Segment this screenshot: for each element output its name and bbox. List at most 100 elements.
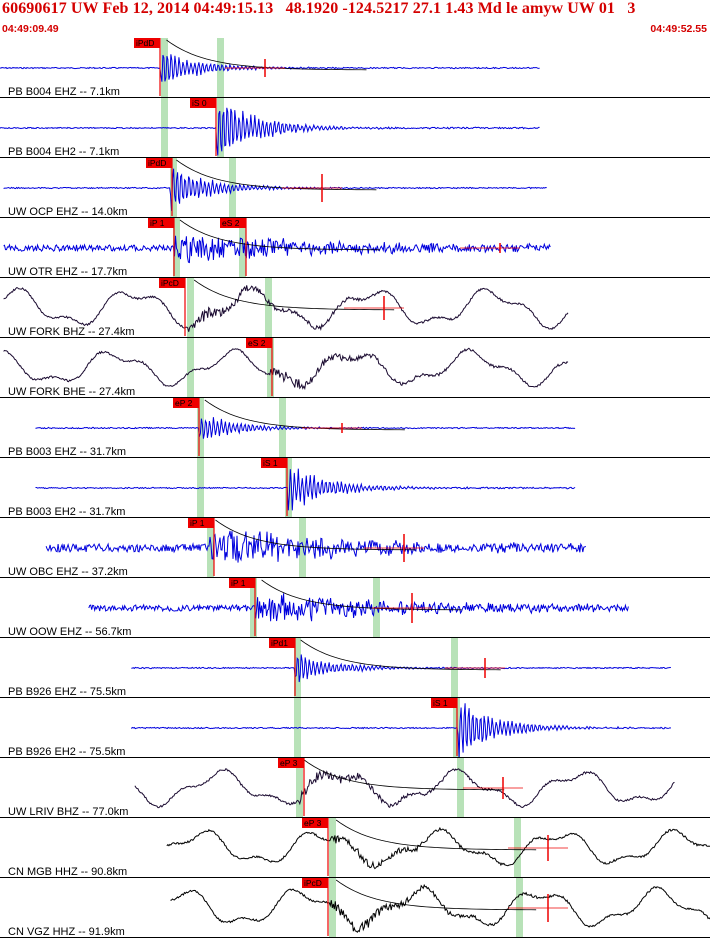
pick-label: eS 2 bbox=[248, 338, 266, 348]
pick-label-box[interactable] bbox=[246, 338, 272, 348]
pick-label-box[interactable] bbox=[302, 818, 328, 828]
station-label: PB B004 EHZ -- 7.1km bbox=[8, 86, 120, 98]
coda-envelope bbox=[176, 159, 377, 191]
pick-label: iPd1 bbox=[271, 638, 288, 648]
pick-label-box[interactable] bbox=[278, 758, 304, 768]
station-label: UW OTR EHZ -- 17.7km bbox=[8, 266, 127, 278]
coda-envelope bbox=[204, 399, 405, 431]
station-label: PB B003 EHZ -- 31.7km bbox=[8, 446, 126, 458]
pick-label-box[interactable] bbox=[159, 278, 185, 288]
waveform-trace bbox=[3, 235, 551, 264]
pick-window bbox=[265, 278, 272, 337]
station-label: CN MGB HHZ -- 90.8km bbox=[8, 866, 127, 878]
trace-row: iPd1 PB B926 EHZ -- 75.5km bbox=[0, 638, 710, 698]
trace-row: iP 1 UW OOW EHZ -- 56.7km bbox=[0, 578, 710, 638]
pick-window bbox=[250, 578, 257, 637]
coda-envelope bbox=[300, 639, 501, 671]
pick-label: iP 1 bbox=[231, 578, 246, 588]
pick-window bbox=[296, 758, 303, 817]
waveform-trace bbox=[134, 768, 675, 809]
station-label: CN VGZ HHZ -- 91.9km bbox=[8, 926, 125, 938]
waveform-trace bbox=[0, 107, 540, 156]
pick-label-box[interactable] bbox=[431, 698, 457, 708]
waveform-trace bbox=[166, 826, 710, 870]
pick-label-box[interactable] bbox=[220, 218, 246, 228]
waveform-trace bbox=[35, 417, 576, 439]
coda-envelope bbox=[335, 819, 537, 851]
station-label: PB B004 EH2 -- 7.1km bbox=[8, 146, 119, 158]
pick-window bbox=[279, 398, 286, 457]
pick-label: iPcD bbox=[304, 878, 322, 888]
time-start-label: 04:49:09.49 bbox=[2, 23, 59, 35]
station-label: PB B003 EH2 -- 31.7km bbox=[8, 506, 125, 518]
pick-label: iPcD bbox=[161, 278, 179, 288]
pick-label-box[interactable] bbox=[146, 158, 172, 168]
pick-label: iP 1 bbox=[150, 218, 165, 228]
pick-label: eS 2 bbox=[222, 218, 240, 228]
station-label: UW OCP EHZ -- 14.0km bbox=[8, 206, 128, 218]
waveform-trace bbox=[0, 54, 540, 82]
trace-row: iPcD CN VGZ HHZ -- 91.9km bbox=[0, 878, 710, 938]
pick-window bbox=[514, 818, 521, 877]
pick-label-box[interactable] bbox=[190, 98, 216, 108]
pick-window bbox=[187, 278, 194, 337]
pick-label: eP 3 bbox=[304, 818, 322, 828]
time-end-label: 04:49:52.55 bbox=[650, 23, 707, 35]
pick-label-box[interactable] bbox=[173, 398, 199, 408]
pick-window bbox=[217, 38, 224, 97]
coda-envelope bbox=[261, 579, 462, 611]
trace-row: iPdD PB B004 EHZ -- 7.1km bbox=[0, 38, 710, 98]
trace-row: eP 2 PB B003 EHZ -- 31.7km bbox=[0, 398, 710, 458]
pick-window bbox=[294, 698, 301, 757]
waveform-trace bbox=[131, 654, 672, 683]
trace-row: iS 1 PB B003 EH2 -- 31.7km bbox=[0, 458, 710, 518]
trace-row: eP 3 UW LRIV BHZ -- 77.0km bbox=[0, 758, 710, 818]
coda-envelope bbox=[215, 519, 416, 551]
event-title: 60690617 UW Feb 12, 2014 04:49:15.13 48.… bbox=[2, 0, 636, 17]
pick-window bbox=[207, 518, 214, 577]
station-label: PB B926 EH2 -- 75.5km bbox=[8, 746, 125, 758]
trace-row: eP 3 CN MGB HHZ -- 90.8km bbox=[0, 818, 710, 878]
trace-row: iP 1 UW OBC EHZ -- 37.2km bbox=[0, 518, 710, 578]
pick-window bbox=[187, 338, 194, 397]
traces-layer: iPdD PB B004 EHZ -- 7.1km iS 0 PB B004 EH2 … bbox=[0, 38, 710, 938]
pick-label-box[interactable] bbox=[261, 458, 287, 468]
pick-window bbox=[285, 458, 292, 517]
trace-row: eS 2 UW FORK BHE -- 27.4km bbox=[0, 338, 710, 398]
pick-label: iPdD bbox=[136, 38, 154, 48]
pick-label: iS 1 bbox=[433, 698, 448, 708]
pick-window bbox=[267, 338, 274, 397]
pick-label: iS 1 bbox=[263, 458, 278, 468]
pick-window bbox=[329, 818, 336, 877]
pick-label: eP 2 bbox=[175, 398, 193, 408]
event-header: 60690617 UW Feb 12, 2014 04:49:15.13 48.… bbox=[0, 0, 710, 38]
coda-envelope bbox=[335, 879, 537, 911]
pick-label-box[interactable] bbox=[188, 518, 214, 528]
pick-window bbox=[457, 758, 464, 817]
trace-row: iS 1 PB B926 EH2 -- 75.5km bbox=[0, 698, 710, 759]
trace-row: iP 1 eS 2 UW OTR EHZ -- 17.7km bbox=[0, 218, 710, 278]
station-label: UW OBC EHZ -- 37.2km bbox=[8, 566, 128, 578]
waveform-trace bbox=[88, 593, 629, 622]
waveform-trace bbox=[130, 703, 672, 759]
pick-window bbox=[170, 158, 177, 217]
station-label: PB B926 EHZ -- 75.5km bbox=[8, 686, 126, 698]
coda-envelope bbox=[179, 219, 380, 251]
waveform-trace bbox=[3, 168, 547, 212]
station-label: UW FORK BHE -- 27.4km bbox=[8, 386, 135, 398]
pick-label: iPdD bbox=[148, 158, 166, 168]
pick-label-box[interactable] bbox=[302, 878, 328, 888]
pick-label-box[interactable] bbox=[269, 638, 295, 648]
pick-label: eP 3 bbox=[280, 758, 298, 768]
station-label: UW LRIV BHZ -- 77.0km bbox=[8, 806, 128, 818]
pick-label-box[interactable] bbox=[148, 218, 174, 228]
waveform-trace bbox=[3, 347, 569, 391]
pick-window bbox=[294, 638, 301, 697]
waveform-trace bbox=[3, 285, 569, 332]
trace-row: iPcD UW FORK BHZ -- 27.4km bbox=[0, 278, 710, 338]
pick-label: iP 1 bbox=[190, 518, 205, 528]
coda-envelope bbox=[303, 759, 505, 791]
pick-label-box[interactable] bbox=[134, 38, 160, 48]
waveform-trace bbox=[170, 883, 710, 933]
pick-label-box[interactable] bbox=[229, 578, 255, 588]
